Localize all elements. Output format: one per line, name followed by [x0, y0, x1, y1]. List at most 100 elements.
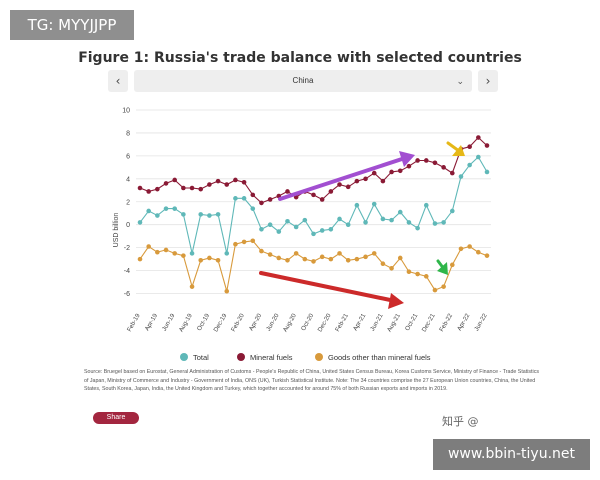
- data-point: [146, 244, 151, 249]
- data-point: [189, 251, 195, 256]
- data-point: [163, 181, 169, 186]
- country-select-value: China: [292, 76, 314, 85]
- data-point: [285, 189, 290, 194]
- x-tick-label: Jun-21: [369, 312, 385, 332]
- data-point: [276, 229, 282, 234]
- chevron-left-icon: ‹: [115, 74, 121, 88]
- data-point: [241, 179, 247, 185]
- chart-series: [137, 135, 490, 294]
- data-point: [311, 192, 316, 198]
- data-point: [267, 197, 273, 202]
- data-point: [319, 254, 325, 260]
- data-point: [450, 170, 455, 176]
- data-point: [155, 213, 160, 218]
- x-tick-label: Feb-21: [334, 312, 350, 333]
- data-point: [189, 185, 195, 191]
- data-point: [450, 262, 455, 268]
- data-point: [267, 252, 273, 257]
- chart-grid: [136, 109, 491, 294]
- data-point: [276, 255, 282, 261]
- share-button[interactable]: Share: [93, 412, 139, 424]
- data-point: [467, 144, 472, 150]
- y-tick-label: 2: [126, 199, 130, 206]
- x-tick-label: Aug-19: [178, 312, 194, 333]
- data-point: [458, 246, 464, 252]
- chart-legend: Total Mineral fuels Goods other than miner…: [180, 353, 431, 362]
- platform-watermark: 知乎 @: [442, 415, 479, 428]
- data-point: [363, 254, 368, 260]
- x-tick-label: Apr-22: [456, 312, 472, 332]
- x-tick-label: Dec-20: [317, 312, 333, 333]
- annotation-arrow: [259, 271, 397, 303]
- data-point: [467, 244, 472, 249]
- data-point: [250, 206, 256, 211]
- data-point: [311, 259, 316, 264]
- data-point: [380, 216, 386, 222]
- data-point: [345, 222, 351, 228]
- data-point: [476, 154, 481, 160]
- x-tick-label: Feb-22: [438, 312, 454, 333]
- data-point: [363, 176, 368, 182]
- data-point: [163, 247, 169, 253]
- data-point: [484, 253, 490, 258]
- data-point: [259, 200, 264, 206]
- data-point: [484, 169, 490, 175]
- data-point: [137, 220, 143, 225]
- y-tick-label: -2: [124, 245, 130, 252]
- x-tick-label: Feb-20: [230, 312, 246, 333]
- x-tick-label: Oct-19: [196, 312, 212, 332]
- x-tick-label: Jun-19: [161, 312, 177, 332]
- data-point: [146, 208, 151, 214]
- arrow-head: [388, 293, 404, 309]
- data-point: [476, 249, 481, 255]
- data-point: [198, 212, 204, 217]
- data-point: [233, 241, 238, 247]
- legend-label: Mineral fuels: [250, 353, 293, 362]
- data-point: [476, 135, 481, 140]
- data-point: [354, 178, 360, 184]
- x-tick-label: Dec-19: [212, 312, 228, 333]
- country-select[interactable]: China ⌄: [134, 70, 472, 92]
- data-point: [207, 182, 212, 187]
- data-point: [233, 196, 238, 201]
- next-country-button[interactable]: ›: [478, 70, 498, 92]
- arrow-head: [437, 262, 448, 275]
- data-point: [241, 239, 247, 245]
- data-point: [328, 226, 334, 232]
- data-point: [467, 162, 472, 168]
- y-tick-label: 6: [126, 153, 130, 160]
- data-point: [458, 174, 464, 179]
- arrow-head: [399, 151, 415, 167]
- data-point: [406, 163, 412, 169]
- data-point: [380, 178, 386, 184]
- data-point: [224, 251, 230, 256]
- legend-label: Total: [193, 353, 209, 362]
- x-tick-label: Jun-22: [473, 312, 489, 332]
- data-point: [293, 224, 299, 230]
- y-axis-label: USD billion: [113, 213, 120, 248]
- data-point: [259, 248, 264, 254]
- data-point: [397, 168, 403, 174]
- data-point: [345, 257, 351, 263]
- y-tick-label: 8: [126, 130, 130, 137]
- data-point: [406, 220, 412, 225]
- data-point: [215, 257, 221, 263]
- data-point: [172, 251, 177, 256]
- legend-marker: [237, 353, 245, 361]
- data-point: [441, 220, 446, 225]
- data-point: [319, 197, 325, 202]
- data-point: [406, 269, 412, 275]
- data-point: [137, 256, 143, 262]
- data-point: [441, 284, 446, 289]
- prev-country-button[interactable]: ‹: [108, 70, 128, 92]
- legend-marker: [315, 353, 323, 361]
- data-point: [423, 202, 429, 208]
- data-point: [415, 225, 420, 231]
- data-point: [250, 192, 256, 198]
- data-point: [172, 177, 177, 183]
- data-point: [181, 185, 186, 191]
- data-point: [163, 206, 169, 211]
- data-point: [215, 212, 221, 217]
- data-point: [441, 165, 446, 170]
